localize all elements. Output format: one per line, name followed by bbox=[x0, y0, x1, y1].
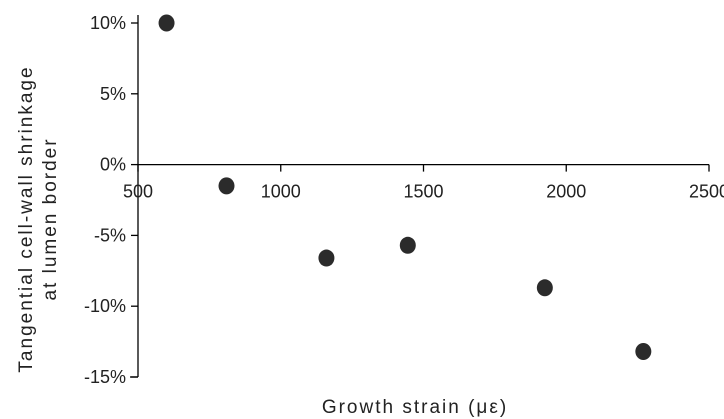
data-points bbox=[158, 14, 652, 361]
y-tick-label: -15% bbox=[84, 367, 126, 387]
x-axis-title: Growth strain (με) bbox=[322, 397, 508, 418]
data-point bbox=[635, 343, 652, 361]
x-tick-label: 1500 bbox=[403, 182, 443, 202]
x-tick-label: 2000 bbox=[546, 182, 586, 202]
data-point bbox=[318, 249, 335, 267]
data-point bbox=[536, 279, 553, 297]
y-tick-label: 5% bbox=[100, 84, 126, 104]
x-tick-label: 2500 bbox=[689, 182, 724, 202]
x-tick-label: 1000 bbox=[261, 182, 301, 202]
data-point bbox=[399, 236, 416, 254]
data-point bbox=[158, 14, 175, 32]
x-tick-label: 500 bbox=[123, 182, 153, 202]
data-point bbox=[218, 177, 235, 195]
y-tick-label: 10% bbox=[90, 13, 126, 33]
x-ticks: 500 1000 1500 2000 2500 bbox=[123, 164, 724, 202]
y-ticks: 10% 5% 0% -5% -10% -15% bbox=[84, 13, 138, 387]
y-tick-label: 0% bbox=[100, 155, 126, 175]
y-tick-label: -10% bbox=[84, 296, 126, 316]
y-axis-title-line-2: at lumen border bbox=[40, 137, 61, 300]
y-axis-title-line-1: Tangential cell-wall shrinkage bbox=[16, 65, 37, 372]
y-tick-label: -5% bbox=[94, 225, 126, 245]
